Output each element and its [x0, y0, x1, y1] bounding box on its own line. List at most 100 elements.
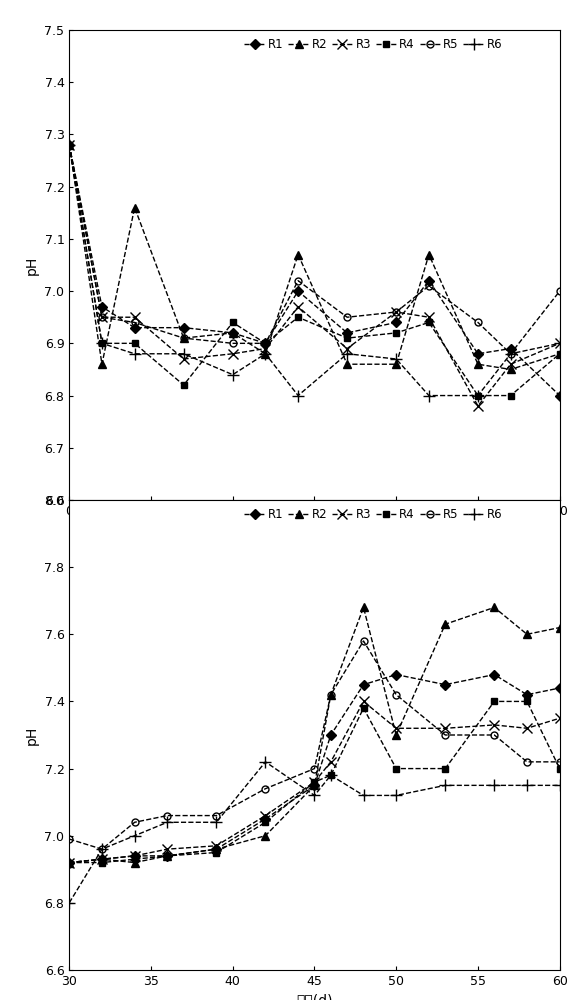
R4 — [311, 776, 318, 788]
R6 — [180, 348, 187, 360]
R1 — [360, 679, 367, 691]
R1 — [556, 682, 563, 694]
R2 — [131, 857, 138, 869]
R5 — [99, 843, 106, 855]
R5 — [295, 275, 302, 287]
R4 — [344, 332, 351, 344]
R6 — [474, 390, 481, 402]
R6 — [327, 769, 334, 781]
R2 — [393, 358, 400, 370]
R5 — [360, 635, 367, 647]
R3 — [311, 776, 318, 788]
Line: R4: R4 — [66, 698, 563, 866]
R4 — [213, 846, 220, 858]
R5 — [491, 729, 498, 741]
R5 — [327, 689, 334, 701]
R4 — [131, 853, 138, 865]
R3 — [344, 343, 351, 355]
R1 — [229, 327, 236, 339]
R3 — [474, 400, 481, 412]
R6 — [164, 816, 171, 828]
Line: R6: R6 — [63, 756, 565, 908]
R4 — [131, 337, 138, 349]
R2 — [523, 628, 530, 640]
R6 — [507, 348, 514, 360]
R1 — [99, 853, 106, 865]
R6 — [131, 348, 138, 360]
R6 — [66, 139, 73, 151]
R3 — [262, 810, 269, 822]
R3 — [425, 311, 432, 323]
R3 — [295, 301, 302, 313]
R2 — [425, 249, 432, 261]
Line: R1: R1 — [66, 141, 563, 399]
R5 — [262, 783, 269, 795]
R6 — [360, 789, 367, 801]
R4 — [442, 763, 449, 775]
R3 — [556, 712, 563, 724]
R1 — [425, 275, 432, 287]
Line: R2: R2 — [65, 141, 564, 374]
R1 — [507, 343, 514, 355]
R2 — [344, 358, 351, 370]
Line: R4: R4 — [66, 141, 563, 399]
R4 — [556, 348, 563, 360]
R3 — [131, 850, 138, 862]
R1 — [523, 689, 530, 701]
R3 — [229, 348, 236, 360]
R4 — [327, 769, 334, 781]
R2 — [180, 332, 187, 344]
R5 — [523, 756, 530, 768]
R1 — [262, 813, 269, 825]
R5 — [474, 316, 481, 328]
R5 — [131, 816, 138, 828]
R2 — [360, 601, 367, 613]
R5 — [311, 763, 318, 775]
R4 — [66, 857, 73, 869]
R2 — [164, 850, 171, 862]
Line: R5: R5 — [66, 141, 563, 357]
R5 — [425, 280, 432, 292]
Line: R1: R1 — [66, 671, 563, 866]
Text: (a): (a) — [304, 553, 325, 568]
R3 — [164, 843, 171, 855]
R1 — [393, 669, 400, 681]
R6 — [229, 369, 236, 381]
R1 — [164, 850, 171, 862]
R5 — [344, 311, 351, 323]
R6 — [131, 830, 138, 842]
Line: R2: R2 — [65, 603, 564, 867]
Legend: R1, R2, R3, R4, R5, R6: R1, R2, R3, R4, R5, R6 — [242, 36, 505, 54]
R4 — [295, 311, 302, 323]
R4 — [164, 850, 171, 862]
R5 — [229, 337, 236, 349]
R1 — [393, 316, 400, 328]
Line: R3: R3 — [65, 697, 564, 867]
R2 — [66, 857, 73, 869]
R4 — [556, 763, 563, 775]
R2 — [262, 830, 269, 842]
R6 — [523, 779, 530, 791]
R4 — [393, 327, 400, 339]
R3 — [393, 306, 400, 318]
R3 — [327, 756, 334, 768]
Y-axis label: pH: pH — [25, 725, 39, 745]
R1 — [344, 327, 351, 339]
R2 — [99, 358, 106, 370]
R4 — [491, 695, 498, 707]
R1 — [131, 850, 138, 862]
R6 — [344, 348, 351, 360]
R2 — [66, 139, 73, 151]
R3 — [393, 722, 400, 734]
R4 — [180, 379, 187, 391]
R3 — [131, 311, 138, 323]
R3 — [556, 337, 563, 349]
R3 — [442, 722, 449, 734]
R2 — [507, 363, 514, 375]
R5 — [66, 833, 73, 845]
R3 — [180, 353, 187, 365]
R3 — [262, 343, 269, 355]
R1 — [474, 348, 481, 360]
R6 — [491, 779, 498, 791]
R6 — [295, 390, 302, 402]
